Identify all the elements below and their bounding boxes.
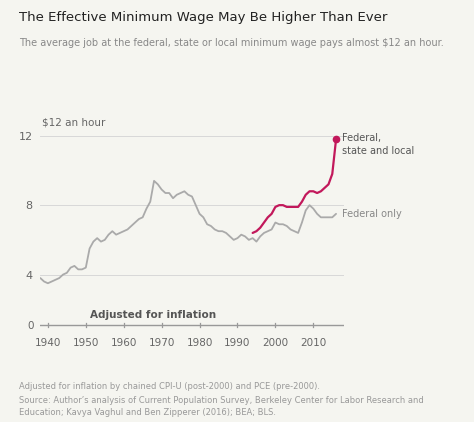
- Text: Adjusted for inflation: Adjusted for inflation: [90, 311, 216, 320]
- Text: Federal only: Federal only: [342, 209, 401, 219]
- Text: The Effective Minimum Wage May Be Higher Than Ever: The Effective Minimum Wage May Be Higher…: [19, 11, 387, 24]
- Text: The average job at the federal, state or local minimum wage pays almost $12 an h: The average job at the federal, state or…: [19, 38, 444, 48]
- Text: $12 an hour: $12 an hour: [42, 118, 106, 128]
- Text: Federal,
state and local: Federal, state and local: [342, 133, 414, 156]
- Text: Education; Kavya Vaghul and Ben Zipperer (2016); BEA; BLS.: Education; Kavya Vaghul and Ben Zipperer…: [19, 408, 276, 417]
- Text: Adjusted for inflation by chained CPI-U (post-2000) and PCE (pre-2000).: Adjusted for inflation by chained CPI-U …: [19, 382, 320, 391]
- Text: Source: Author’s analysis of Current Population Survey, Berkeley Center for Labo: Source: Author’s analysis of Current Pop…: [19, 396, 424, 405]
